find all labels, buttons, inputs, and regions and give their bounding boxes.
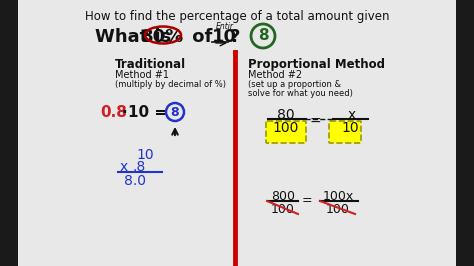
Text: What is: What is: [95, 28, 177, 46]
Text: Method #2: Method #2: [248, 70, 302, 80]
Text: x: x: [120, 160, 128, 174]
Text: 10 =: 10 =: [128, 105, 167, 120]
Text: (multiply by decimal of %): (multiply by decimal of %): [115, 80, 226, 89]
Text: 8: 8: [171, 106, 179, 118]
Text: 10: 10: [136, 148, 154, 162]
Text: 0.8: 0.8: [100, 105, 127, 120]
Text: x: x: [348, 108, 356, 122]
Text: 100x: 100x: [322, 190, 354, 203]
Text: 800: 800: [271, 190, 295, 203]
Text: 100: 100: [273, 121, 299, 135]
Text: 80%: 80%: [141, 28, 185, 46]
Text: 8: 8: [258, 28, 268, 44]
Text: =: =: [310, 115, 322, 129]
FancyBboxPatch shape: [18, 0, 456, 266]
Text: ?: ?: [230, 28, 240, 46]
FancyBboxPatch shape: [329, 121, 361, 143]
Text: Traditional: Traditional: [115, 58, 186, 71]
Text: .8: .8: [133, 160, 146, 174]
FancyBboxPatch shape: [266, 121, 306, 143]
Text: Entir: Entir: [216, 22, 234, 31]
Text: Proportional Method: Proportional Method: [248, 58, 385, 71]
Text: (set up a proportion &: (set up a proportion &: [248, 80, 341, 89]
Text: How to find the percentage of a total amount given: How to find the percentage of a total am…: [85, 10, 389, 23]
Text: solve for what you need): solve for what you need): [248, 89, 353, 98]
Text: 100: 100: [271, 203, 295, 216]
Text: of: of: [186, 28, 219, 46]
Text: 10: 10: [341, 121, 359, 135]
Text: ·: ·: [122, 105, 128, 120]
Text: 100: 100: [326, 203, 350, 216]
Text: =: =: [302, 194, 313, 207]
Text: 80: 80: [277, 108, 295, 122]
Text: Method #1: Method #1: [115, 70, 169, 80]
Text: 8.0: 8.0: [124, 174, 146, 188]
Text: 10: 10: [212, 28, 237, 46]
